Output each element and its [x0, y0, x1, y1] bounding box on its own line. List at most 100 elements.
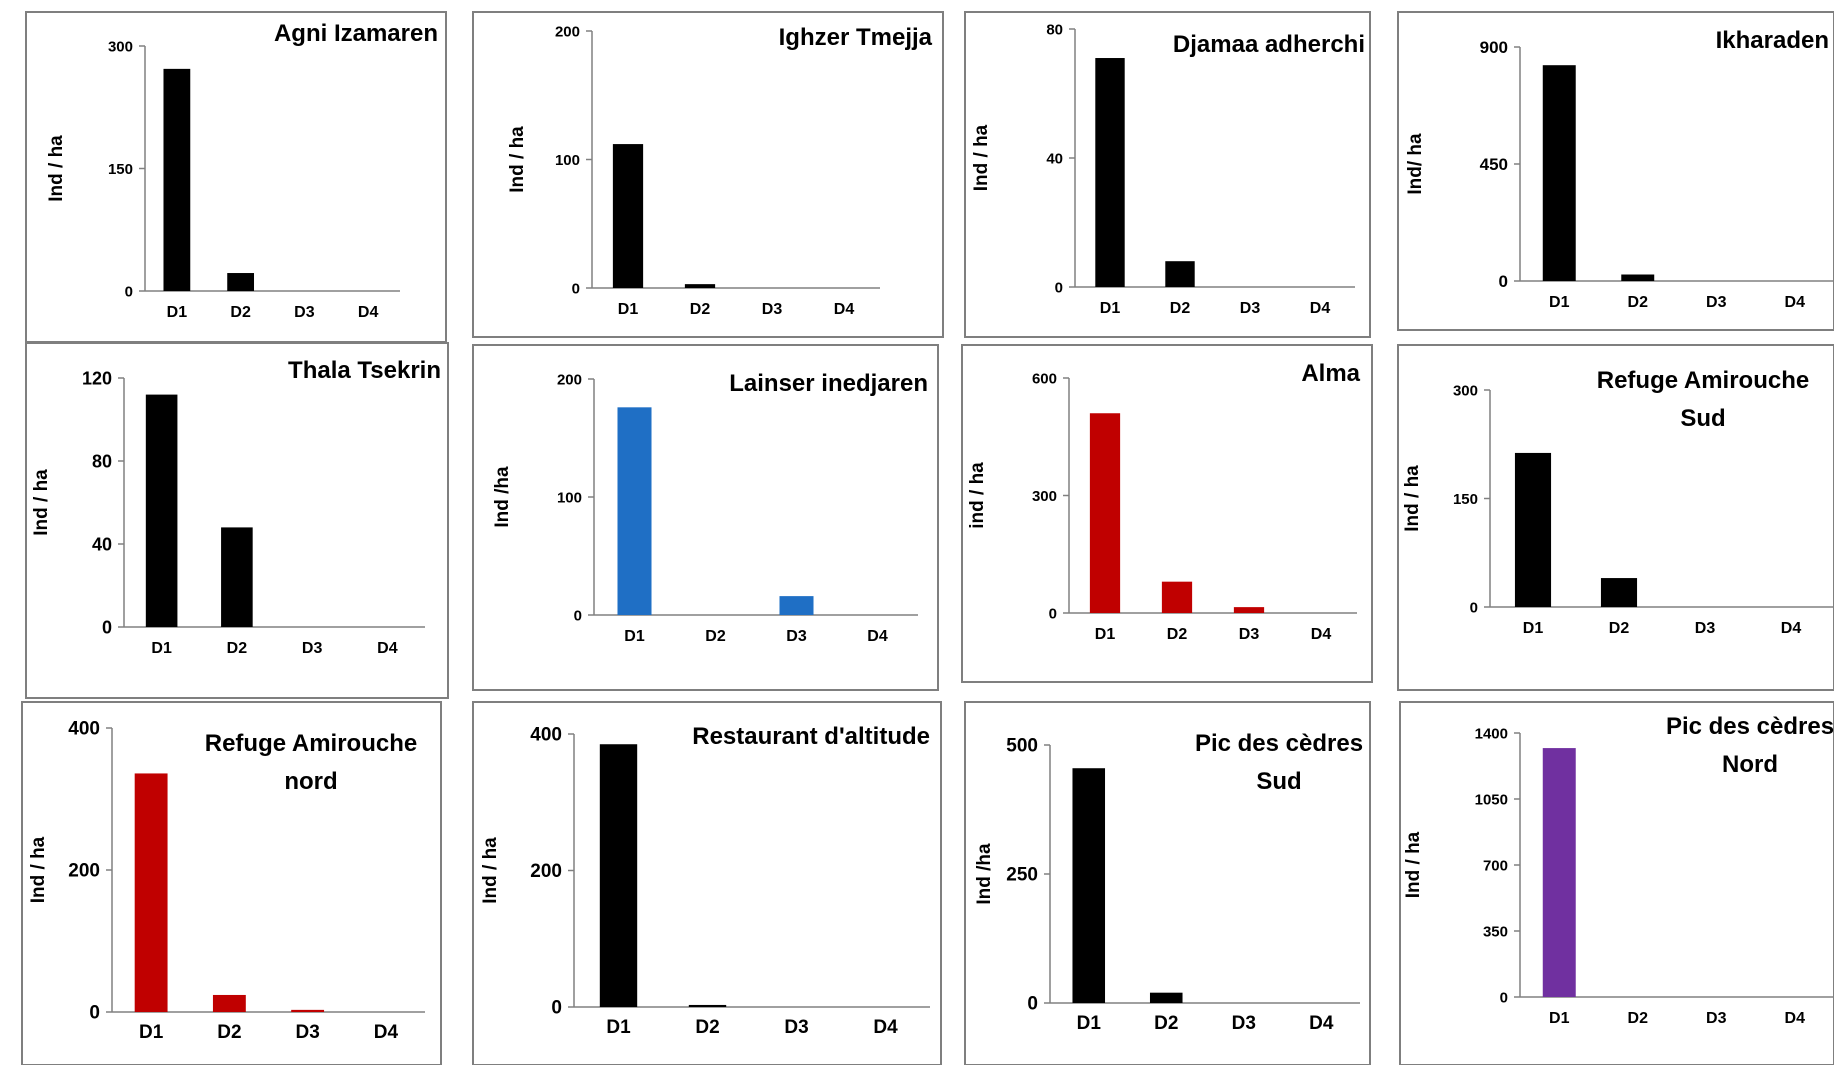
y-tick-label: 120: [82, 368, 112, 388]
x-tick-label: D4: [1781, 620, 1802, 637]
y-axis-label: Ind / ha: [31, 469, 52, 536]
y-tick-label: 0: [102, 617, 112, 637]
y-tick-label: 0: [125, 283, 133, 300]
bar: [1542, 65, 1576, 281]
x-tick-label: D3: [1706, 294, 1727, 311]
y-axis-label: Ind /ha: [492, 466, 513, 528]
y-tick-label: 0: [1499, 272, 1508, 291]
y-tick-label: 1050: [1475, 791, 1508, 808]
x-tick-label: D3: [302, 640, 323, 657]
x-tick-label: D2: [1154, 1013, 1178, 1034]
chart-title: Pic des cèdres: [1195, 730, 1363, 757]
chart-frame: [472, 701, 942, 1065]
y-axis-label: Ind/ ha: [1405, 133, 1426, 195]
x-tick-label: D2: [695, 1017, 719, 1038]
y-axis-label: ind / ha: [967, 462, 988, 529]
chart-title: Sud: [1680, 405, 1725, 432]
chart-title: Agni Izamaren: [274, 20, 438, 47]
chart-panel: 0 450 900 D1 D2 D3 D4 Ind/ ha Ikharaden: [1397, 11, 1834, 331]
y-tick-label: 500: [1006, 736, 1038, 757]
chart-title: Nord: [1722, 751, 1778, 778]
y-tick-label: 0: [1049, 605, 1057, 622]
chart-title: Refuge Amirouche: [205, 730, 417, 757]
x-tick-label: D1: [1549, 1010, 1570, 1027]
chart-frame: [25, 342, 449, 699]
bar: [212, 994, 246, 1012]
x-tick-label: D2: [1170, 300, 1191, 317]
y-tick-label: 100: [555, 152, 580, 169]
y-tick-label: 400: [68, 719, 100, 740]
x-tick-label: D1: [1523, 620, 1544, 637]
y-tick-label: 150: [1453, 491, 1478, 508]
x-tick-label: D4: [374, 1022, 399, 1043]
chart-title: Pic des cèdres: [1666, 713, 1834, 740]
y-tick-label: 40: [1046, 150, 1063, 167]
y-tick-label: 600: [1032, 370, 1057, 387]
chart-panel: 0 100 200 D1 D2 D3 D4 Ind /ha Lainser inedjaren: [472, 344, 939, 691]
bar: [684, 284, 716, 288]
chart-panel: 0 150 300 D1 D2 D3 D4 Ind / ha Refuge Amirouche S…: [1397, 344, 1834, 691]
y-tick-label: 700: [1483, 857, 1508, 874]
chart-frame: [472, 11, 944, 338]
bar: [1600, 578, 1638, 607]
x-tick-label: D3: [1239, 626, 1260, 643]
x-tick-label: D1: [139, 1022, 164, 1043]
y-axis-label: Ind / ha: [1403, 831, 1424, 898]
bar: [1161, 581, 1193, 613]
chart-frame: [472, 344, 939, 691]
y-tick-label: 0: [551, 998, 562, 1019]
chart-frame: [1397, 344, 1834, 691]
y-tick-label: 40: [92, 534, 112, 554]
y-tick-label: 80: [1046, 21, 1063, 38]
x-tick-label: D1: [606, 1017, 631, 1038]
y-tick-label: 0: [572, 280, 580, 297]
y-axis-label: Ind / ha: [46, 135, 67, 202]
chart-title: Thala Tsekrin: [288, 357, 441, 384]
chart-panel: 0 200 400 D1 D2 D3 D4 Ind / ha Refuge Amirouche n…: [21, 701, 442, 1065]
bar: [1233, 607, 1265, 613]
bar: [1542, 748, 1576, 997]
chart-frame: [1399, 701, 1834, 1065]
x-tick-label: D1: [618, 301, 639, 318]
y-axis-label: Ind / ha: [480, 837, 501, 904]
x-tick-label: D4: [1309, 1013, 1334, 1034]
bar: [221, 527, 253, 627]
x-tick-label: D2: [705, 628, 726, 645]
y-tick-label: 0: [1027, 994, 1038, 1015]
chart-panel: 0 350 700 1050 1400 D1 D2 D3 D4 Ind / ha Pic des c…: [1399, 701, 1834, 1065]
x-tick-label: D2: [1628, 1010, 1649, 1027]
y-axis-label: Ind /ha: [974, 843, 995, 905]
x-tick-label: D4: [1311, 626, 1332, 643]
x-tick-label: D4: [834, 301, 855, 318]
x-tick-label: D2: [1628, 294, 1649, 311]
x-tick-label: D4: [377, 640, 398, 657]
bar: [688, 1004, 727, 1007]
y-axis-label: Ind / ha: [28, 836, 49, 903]
chart-title: Alma: [1301, 360, 1360, 387]
x-tick-label: D1: [151, 640, 172, 657]
bar: [612, 144, 644, 288]
x-tick-label: D2: [217, 1022, 241, 1043]
chart-title: Djamaa adherchi: [1173, 31, 1365, 58]
y-axis-label: Ind / ha: [971, 124, 992, 191]
y-tick-label: 300: [108, 38, 133, 55]
chart-frame: [964, 11, 1371, 338]
x-tick-label: D1: [167, 304, 188, 321]
y-tick-label: 100: [557, 489, 582, 506]
bar: [1621, 274, 1655, 281]
chart-panel: 0 250 500 D1 D2 D3 D4 Ind /ha Pic des cèdres Sud: [964, 701, 1371, 1065]
x-tick-label: D4: [873, 1017, 898, 1038]
chart-title: Ikharaden: [1716, 27, 1829, 54]
bar: [227, 273, 255, 291]
x-tick-label: D3: [1706, 1010, 1727, 1027]
y-tick-label: 0: [1500, 989, 1508, 1006]
bar: [617, 407, 652, 615]
y-tick-label: 0: [574, 607, 582, 624]
chart-panel: 0 300 600 D1 D2 D3 D4 ind / ha Alma: [961, 344, 1373, 683]
x-tick-label: D3: [786, 628, 807, 645]
chart-panel: 0 100 200 D1 D2 D3 D4 Ind / ha Ighzer Tmejja: [472, 11, 944, 338]
y-tick-label: 200: [530, 861, 562, 882]
x-tick-label: D2: [227, 640, 248, 657]
x-tick-label: D3: [762, 301, 783, 318]
